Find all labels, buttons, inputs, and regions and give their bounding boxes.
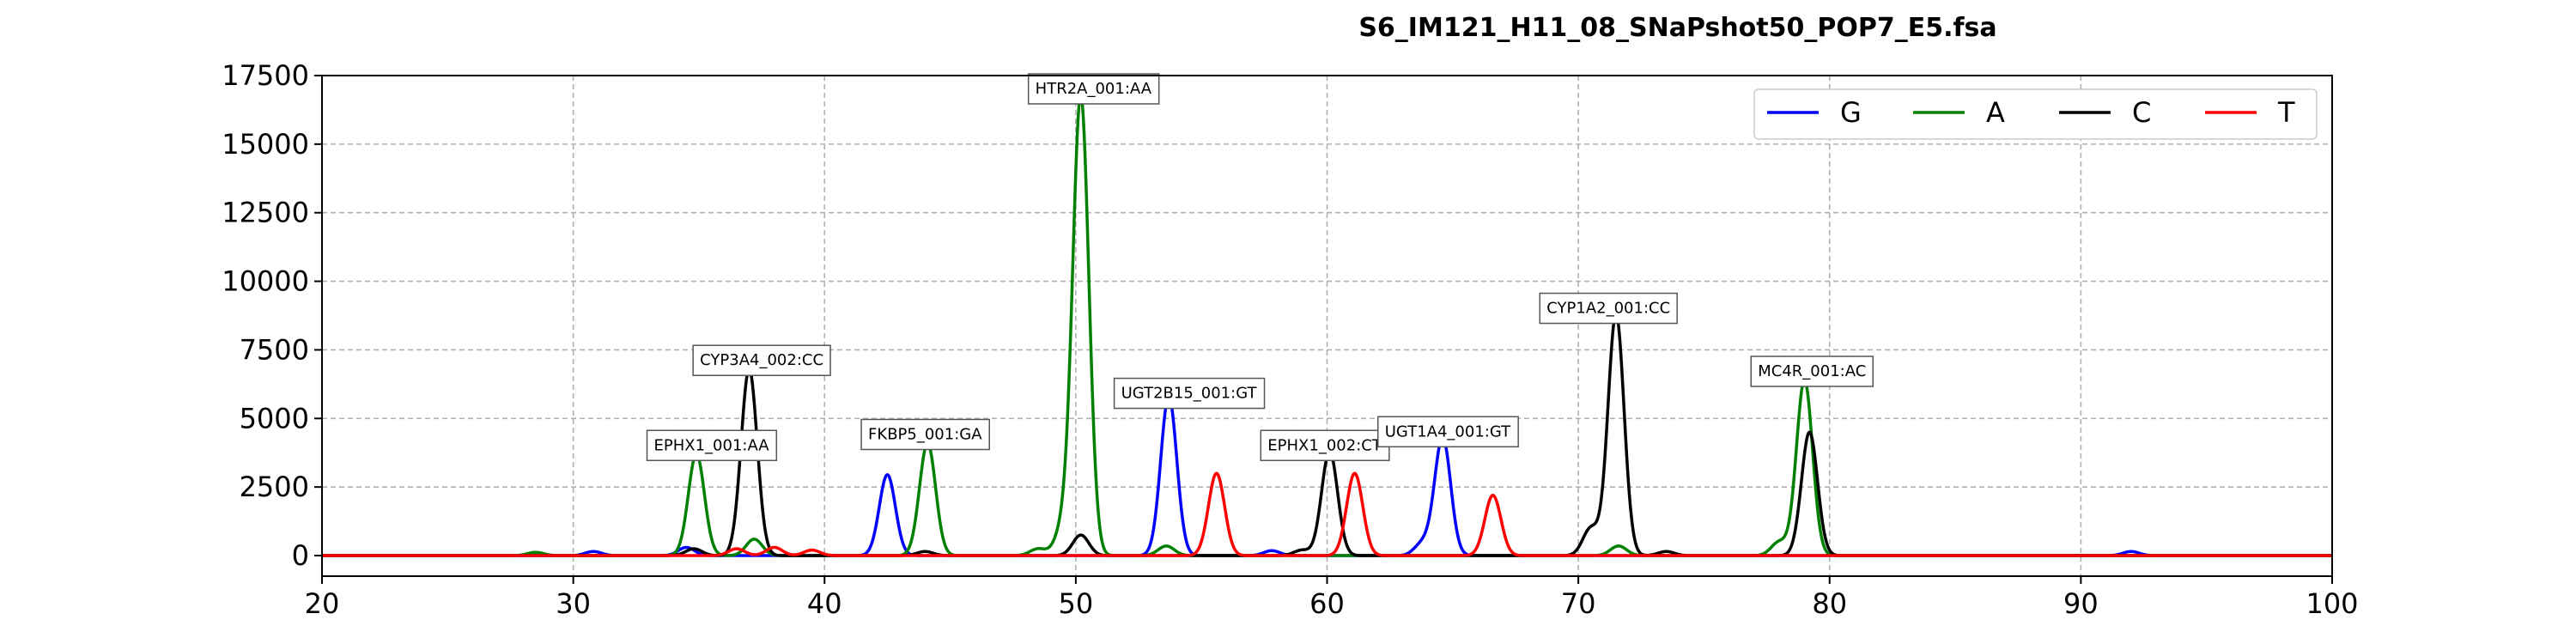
series-layer: [321, 94, 2333, 557]
peak-annotation-label: MC4R_001:AC: [1758, 362, 1866, 380]
peak-annotation-label: EPHX1_001:AA: [654, 436, 770, 454]
y-tick-label: 10000: [222, 265, 309, 298]
x-tick-label: 40: [807, 587, 842, 620]
peak-annotation-box: [1750, 355, 1874, 387]
peak-annotation-box: [1027, 73, 1160, 105]
peak-annotation-label: CYP1A2_001:CC: [1546, 300, 1670, 318]
x-tick-label: 70: [1561, 587, 1596, 620]
peak-annotation: EPHX1_001:AA: [646, 429, 778, 462]
peak-annotation-box: [646, 429, 778, 462]
tick-layer: 20 30 40 50 60 70 80 90 100 0 2500 5000 7500 10000 125…: [222, 59, 2358, 620]
peak-annotation-label: UGT1A4_001:GT: [1385, 422, 1511, 440]
legend-frame: [1753, 88, 2318, 140]
peak-annotation-label: EPHX1_002:CT: [1267, 436, 1382, 454]
x-tick-label: 90: [2063, 587, 2099, 620]
x-tick-label: 60: [1309, 587, 1345, 620]
x-tick-label: 50: [1059, 587, 1094, 620]
peak-annotation-box: [692, 344, 831, 376]
peak-annotation-label: FKBP5_001:GA: [868, 425, 982, 443]
annotation-layer: EPHX1_001:AA CYP3A4_002:CC FKBP5_001:GA HTR…: [646, 73, 1874, 462]
y-tick-label: 17500: [222, 59, 309, 92]
legend-label-C: C: [2132, 96, 2151, 129]
series-line-T: [321, 471, 2333, 557]
peak-annotation: CYP1A2_001:CC: [1539, 292, 1678, 325]
x-tick-label: 30: [556, 587, 591, 620]
peak-annotation-box: [1539, 292, 1678, 325]
y-tick-label: 5000: [240, 402, 309, 434]
y-tick-label: 7500: [240, 333, 309, 366]
peak-annotation: UGT1A4_001:GT: [1376, 416, 1519, 448]
chart-title: S6_IM121_H11_08_SNaPshot50_POP7_E5.fsa: [1358, 13, 1996, 43]
peak-annotation: MC4R_001:AC: [1750, 355, 1874, 387]
peak-annotation-label: HTR2A_001:AA: [1036, 80, 1152, 98]
y-tick-label: 12500: [222, 197, 309, 229]
x-tick-label: 20: [305, 587, 340, 620]
y-tick-label: 0: [292, 539, 309, 572]
x-tick-label: 80: [1812, 587, 1847, 620]
peak-annotation-label: UGT2B15_001:GT: [1121, 385, 1258, 403]
peak-annotation: HTR2A_001:AA: [1027, 73, 1160, 105]
peak-annotation-box: [860, 418, 990, 451]
grid-layer: [322, 75, 2332, 576]
peak-annotation-box: [1113, 377, 1266, 410]
y-tick-label: 2500: [240, 471, 309, 503]
legend-label-A: A: [1986, 96, 2005, 129]
peak-annotation: CYP3A4_002:CC: [692, 344, 831, 376]
peak-annotation: EPHX1_002:CT: [1260, 429, 1390, 462]
peak-annotation: UGT2B15_001:GT: [1113, 377, 1266, 410]
legend-label-G: G: [1840, 96, 1862, 129]
peak-annotation-box: [1376, 416, 1519, 448]
x-tick-label: 100: [2306, 587, 2358, 620]
peak-annotation-box: [1260, 429, 1390, 462]
peak-annotation-label: CYP3A4_002:CC: [700, 351, 823, 369]
y-tick-label: 15000: [222, 128, 309, 161]
legend-label-T: T: [2277, 96, 2295, 129]
peak-annotation: FKBP5_001:GA: [860, 418, 990, 451]
